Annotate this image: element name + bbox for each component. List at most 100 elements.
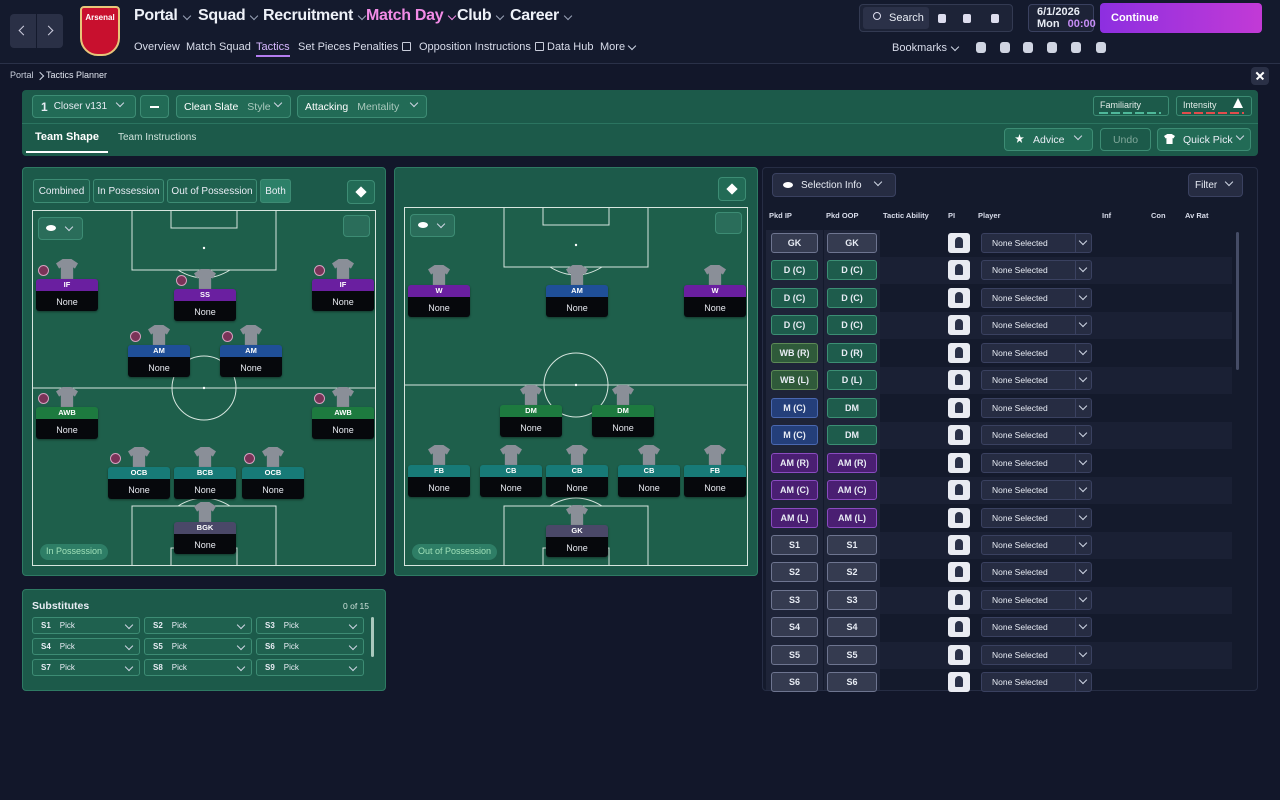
pi-button[interactable]: [948, 480, 970, 500]
position-badge[interactable]: S4: [827, 617, 877, 637]
position-badge[interactable]: D (C): [771, 260, 818, 280]
main-nav-item[interactable]: Club: [457, 7, 492, 24]
club-crest[interactable]: Arsenal: [80, 6, 120, 56]
sub-nav-item[interactable]: Overview: [134, 41, 180, 53]
position-badge[interactable]: S3: [771, 590, 818, 610]
main-nav-item[interactable]: Recruitment: [263, 7, 354, 24]
player-card[interactable]: CB None: [546, 465, 608, 497]
position-badge[interactable]: S6: [827, 672, 877, 692]
sub-slot[interactable]: S3 Pick: [256, 617, 364, 634]
column-header[interactable]: Pkd OOP: [826, 211, 859, 220]
position-badge[interactable]: AM (C): [771, 480, 818, 500]
pi-button[interactable]: [948, 288, 970, 308]
sub-nav-item[interactable]: Penalties: [353, 41, 399, 53]
position-badge[interactable]: AM (C): [827, 480, 877, 500]
sub-nav-item[interactable]: Data Hub: [547, 41, 594, 53]
player-select[interactable]: None Selected: [981, 645, 1092, 665]
advice-button[interactable]: Advice: [1004, 128, 1093, 151]
sub-slot[interactable]: S6 Pick: [256, 638, 364, 655]
main-nav-item[interactable]: Squad: [198, 7, 246, 24]
player-card[interactable]: OCB None: [242, 467, 304, 499]
position-badge[interactable]: AM (L): [827, 508, 877, 528]
column-header[interactable]: Av Rat: [1185, 211, 1209, 220]
player-card[interactable]: AWB None: [36, 407, 98, 439]
player-card[interactable]: IF None: [312, 279, 374, 311]
pi-button[interactable]: [948, 233, 970, 253]
player-card[interactable]: AM None: [546, 285, 608, 317]
position-badge[interactable]: D (C): [827, 315, 877, 335]
column-header[interactable]: Tactic Ability: [883, 211, 929, 220]
position-badge[interactable]: WB (R): [771, 343, 818, 363]
pi-button[interactable]: [948, 425, 970, 445]
player-select[interactable]: None Selected: [981, 590, 1092, 610]
position-badge[interactable]: D (L): [827, 370, 877, 390]
tactic-select[interactable]: 1 Closer v131: [32, 95, 136, 118]
sub-slot[interactable]: S8 Pick: [144, 659, 252, 676]
player-card[interactable]: DM None: [500, 405, 562, 437]
undo-button[interactable]: Undo: [1100, 128, 1151, 151]
player-select[interactable]: None Selected: [981, 315, 1092, 335]
column-header[interactable]: Con: [1151, 211, 1166, 220]
main-nav-item[interactable]: Career: [510, 7, 559, 24]
player-card[interactable]: BGK None: [174, 522, 236, 554]
formation-grid-button[interactable]: [715, 212, 742, 234]
position-badge[interactable]: D (R): [827, 343, 877, 363]
sub-slot[interactable]: S1 Pick: [32, 617, 140, 634]
position-badge[interactable]: S1: [827, 535, 877, 555]
pi-button[interactable]: [948, 398, 970, 418]
player-card[interactable]: BCB None: [174, 467, 236, 499]
column-header[interactable]: PI: [948, 211, 956, 220]
player-card[interactable]: DM None: [592, 405, 654, 437]
player-card[interactable]: GK None: [546, 525, 608, 557]
bookmarks[interactable]: Bookmarks: [892, 42, 948, 54]
player-card[interactable]: AWB None: [312, 407, 374, 439]
position-badge[interactable]: WB (L): [771, 370, 818, 390]
sub-slot[interactable]: S9 Pick: [256, 659, 364, 676]
column-header[interactable]: Inf: [1102, 211, 1112, 220]
player-select[interactable]: None Selected: [981, 370, 1092, 390]
position-badge[interactable]: GK: [771, 233, 818, 253]
player-card[interactable]: OCB None: [108, 467, 170, 499]
position-badge[interactable]: AM (R): [771, 453, 818, 473]
sub-slot[interactable]: S4 Pick: [32, 638, 140, 655]
toolbar-icon[interactable]: [960, 11, 974, 25]
tab[interactable]: Team Instructions: [118, 132, 197, 143]
view-toggle[interactable]: [38, 217, 83, 240]
player-card[interactable]: IF None: [36, 279, 98, 311]
player-select[interactable]: None Selected: [981, 233, 1092, 253]
position-badge[interactable]: S4: [771, 617, 818, 637]
sub-nav-item[interactable]: Match Squad: [186, 41, 251, 53]
position-badge[interactable]: DM: [827, 398, 877, 418]
filter-button[interactable]: Filter: [1188, 173, 1243, 197]
crumb[interactable]: Portal: [10, 70, 34, 80]
pi-button[interactable]: [948, 645, 970, 665]
player-card[interactable]: AM None: [128, 345, 190, 377]
sub-nav-item[interactable]: More: [600, 41, 626, 53]
sub-nav-item[interactable]: Opposition Instructions: [419, 41, 531, 53]
mentality-select[interactable]: Attacking Mentality: [297, 95, 427, 118]
pi-button[interactable]: [948, 617, 970, 637]
position-badge[interactable]: S6: [771, 672, 818, 692]
player-select[interactable]: None Selected: [981, 562, 1092, 582]
forward-button[interactable]: [37, 14, 63, 48]
sub-slot[interactable]: S2 Pick: [144, 617, 252, 634]
phase-tab[interactable]: Both: [260, 179, 291, 203]
back-button[interactable]: [10, 14, 36, 48]
style-select[interactable]: Clean Slate Style: [176, 95, 291, 118]
column-header[interactable]: Player: [978, 211, 1001, 220]
formation-grid-button[interactable]: [343, 215, 370, 237]
tab[interactable]: Team Shape: [35, 131, 99, 143]
player-card[interactable]: FB None: [408, 465, 470, 497]
player-select[interactable]: None Selected: [981, 343, 1092, 363]
close-button[interactable]: [1251, 67, 1269, 85]
player-select[interactable]: None Selected: [981, 260, 1092, 280]
pi-button[interactable]: [948, 508, 970, 528]
phase-tab[interactable]: In Possession: [93, 179, 164, 203]
pi-button[interactable]: [948, 370, 970, 390]
pi-button[interactable]: [948, 260, 970, 280]
player-select[interactable]: None Selected: [981, 480, 1092, 500]
toolbar-icon[interactable]: [988, 11, 1002, 25]
position-badge[interactable]: AM (R): [827, 453, 877, 473]
quick-pick-button[interactable]: Quick Pick: [1157, 128, 1251, 151]
position-badge[interactable]: M (C): [771, 425, 818, 445]
